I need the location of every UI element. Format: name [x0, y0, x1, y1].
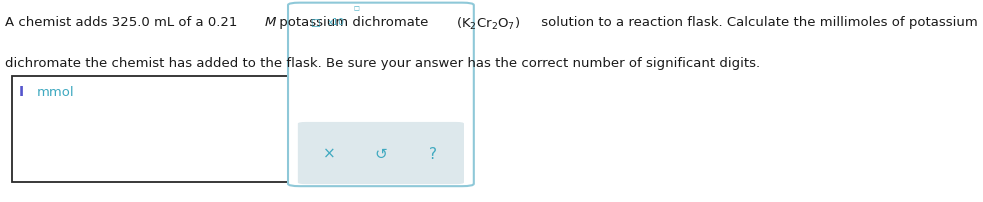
- Text: ×: ×: [322, 146, 335, 161]
- Text: mmol: mmol: [36, 86, 74, 99]
- Text: ↺: ↺: [375, 146, 387, 161]
- Text: dichromate the chemist has added to the flask. Be sure your answer has the corre: dichromate the chemist has added to the …: [5, 57, 760, 69]
- Text: A chemist adds 325.0 mL of a 0.21: A chemist adds 325.0 mL of a 0.21: [5, 16, 237, 29]
- Text: I: I: [19, 85, 24, 99]
- Bar: [12, 77, 292, 182]
- Text: solution to a reaction flask. Calculate the millimoles of potassium: solution to a reaction flask. Calculate …: [537, 16, 977, 29]
- Text: $\left(\mathrm{K_2Cr_2O_7}\right)$: $\left(\mathrm{K_2Cr_2O_7}\right)$: [456, 16, 520, 32]
- Text: □: □: [310, 18, 319, 28]
- Text: $\mathit{M}$: $\mathit{M}$: [263, 16, 277, 29]
- FancyBboxPatch shape: [288, 4, 474, 186]
- Text: □: □: [354, 6, 360, 11]
- Text: x10: x10: [327, 18, 344, 27]
- Text: potassium dichromate: potassium dichromate: [275, 16, 433, 29]
- Text: ?: ?: [429, 146, 436, 161]
- FancyBboxPatch shape: [298, 122, 464, 184]
